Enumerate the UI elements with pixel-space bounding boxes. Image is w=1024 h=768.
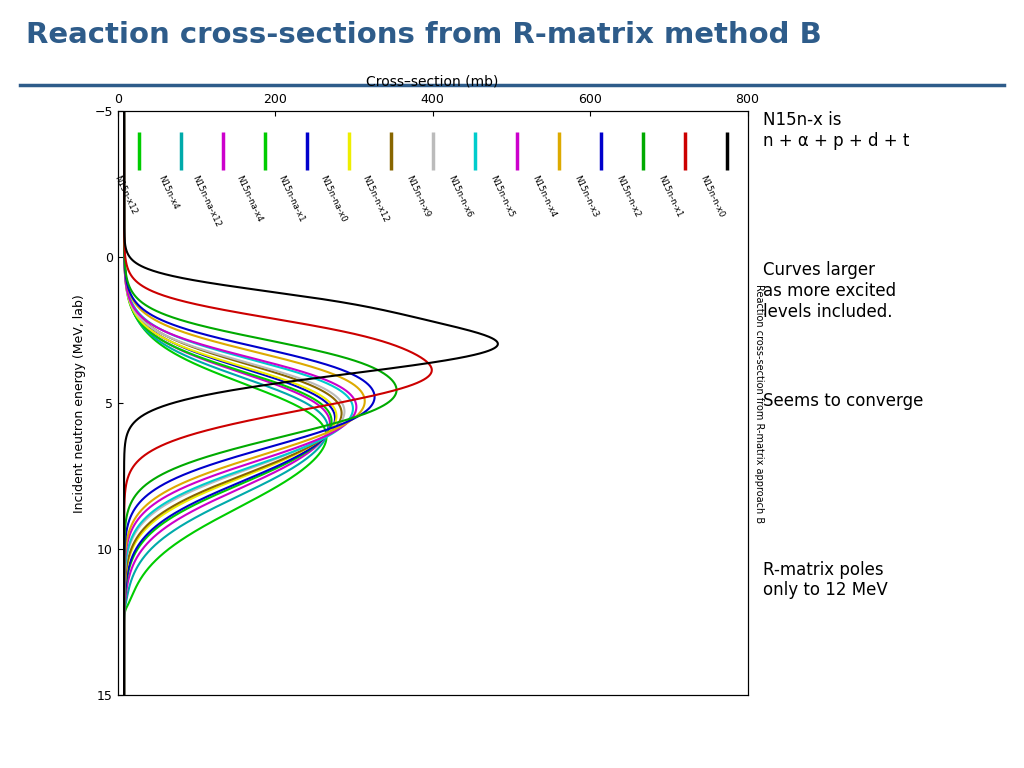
Text: N15n-n-x2: N15n-n-x2: [614, 174, 642, 219]
Text: N15n-n-x3: N15n-n-x3: [572, 174, 600, 219]
Text: LLNL-PRES-832997: LLNL-PRES-832997: [92, 752, 185, 762]
Text: 17: 17: [979, 736, 998, 750]
Text: N15n-n-x12: N15n-n-x12: [360, 174, 390, 224]
Text: N15n-x is
n + α + p + d + t: N15n-x is n + α + p + d + t: [763, 111, 909, 151]
Text: N15n-n-x0: N15n-n-x0: [698, 174, 726, 219]
X-axis label: Cross–section (mb): Cross–section (mb): [367, 74, 499, 88]
Text: N15n-n-x6: N15n-n-x6: [446, 174, 474, 219]
Text: N15n-x12: N15n-x12: [112, 174, 138, 217]
Text: Curves larger
as more excited
levels included.: Curves larger as more excited levels inc…: [763, 261, 896, 321]
Text: N15n-n-x4: N15n-n-x4: [530, 174, 558, 219]
Text: Reaction cross-sections from R-matrix method B: Reaction cross-sections from R-matrix me…: [26, 21, 821, 49]
Text: N15n-na-x12: N15n-na-x12: [190, 174, 222, 229]
Text: R-matrix poles
only to 12 MeV: R-matrix poles only to 12 MeV: [763, 561, 888, 600]
Text: N15n-n-x9: N15n-n-x9: [404, 174, 432, 219]
Text: N15n-na-x4: N15n-na-x4: [234, 174, 264, 223]
Text: N15n-n-x1: N15n-n-x1: [656, 174, 684, 219]
Y-axis label: Incident neutron energy (MeV, lab): Incident neutron energy (MeV, lab): [73, 294, 86, 512]
Text: N15n-na-x0: N15n-na-x0: [318, 174, 348, 223]
Text: Lawrence Livermore National Laboratory: Lawrence Livermore National Laboratory: [92, 732, 348, 742]
Text: Seems to converge: Seems to converge: [763, 392, 924, 409]
Text: N15n-x4: N15n-x4: [157, 174, 180, 211]
Y-axis label: Reaction cross-section from R-matrix approach B: Reaction cross-section from R-matrix app…: [755, 283, 764, 523]
Text: N15n-na-x1: N15n-na-x1: [276, 174, 306, 223]
Text: N15n-n-x5: N15n-n-x5: [488, 174, 516, 219]
